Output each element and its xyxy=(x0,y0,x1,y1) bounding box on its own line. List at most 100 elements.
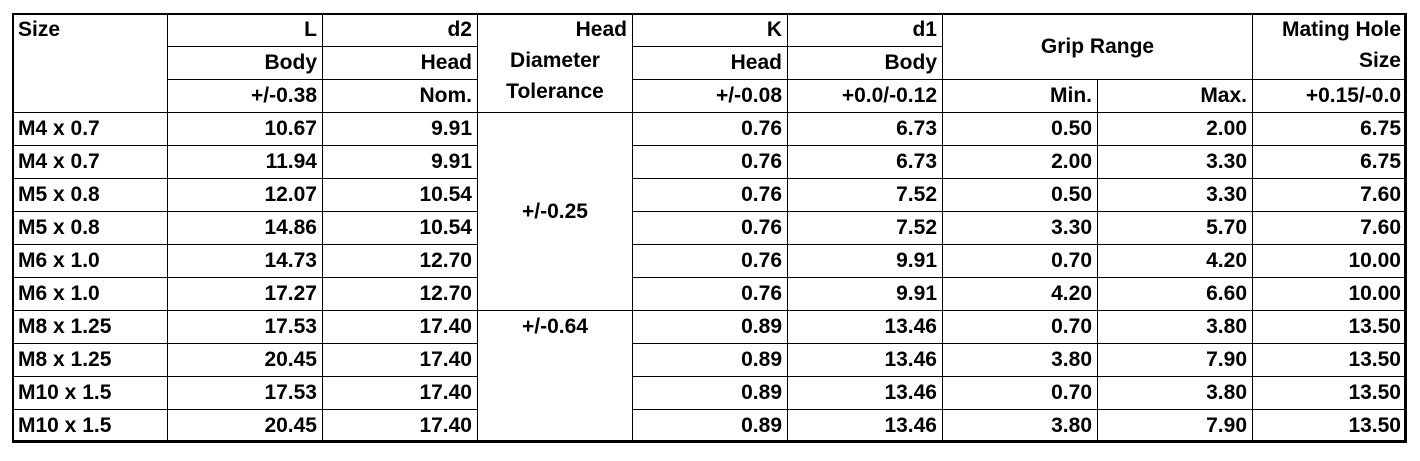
cell-mating-hole: 13.50 xyxy=(1252,310,1407,344)
header-grip-min: Min. xyxy=(942,79,1098,113)
cell-d1-body: 9.91 xyxy=(787,244,943,278)
cell-size: M4 x 0.7 xyxy=(12,145,168,179)
cell-head-diameter-tolerance: +/-0.25 xyxy=(477,112,633,311)
cell-head-diameter-tolerance: +/-0.64 xyxy=(477,310,633,443)
cell-mating-hole: 13.50 xyxy=(1252,376,1407,410)
table-row: M8 x 1.25 17.53 17.40 +/-0.64 0.89 13.46 0.70 3… xyxy=(12,310,1407,443)
cell-d2-head: 12.70 xyxy=(322,277,478,311)
cell-L-body: 17.27 xyxy=(167,277,323,311)
header-d1: d1 xyxy=(787,13,943,47)
table-row: M10 x 1.5 20.45 17.40 0.89 13.46 3.80 7.90 13.5… xyxy=(12,409,1407,443)
cell-grip-max: 3.30 xyxy=(1097,145,1253,179)
cell-d2-head: 10.54 xyxy=(322,178,478,212)
cell-L-body: 17.53 xyxy=(167,310,323,344)
cell-size: M8 x 1.25 xyxy=(12,310,168,344)
table-row: M4 x 0.7 10.67 9.91 +/-0.25 0.76 6.73 0.50 2.00… xyxy=(12,112,1407,311)
cell-size: M10 x 1.5 xyxy=(12,409,168,443)
header-d1-sub: Body xyxy=(787,46,943,80)
header-d2-tol: Nom. xyxy=(322,79,478,113)
cell-K-head: 0.89 xyxy=(632,409,788,443)
cell-K-head: 0.76 xyxy=(632,178,788,212)
cell-d1-body: 9.91 xyxy=(787,277,943,311)
cell-grip-min: 3.80 xyxy=(942,343,1098,377)
cell-d2-head: 17.40 xyxy=(322,409,478,443)
cell-mating-hole: 7.60 xyxy=(1252,211,1407,245)
cell-grip-max: 3.80 xyxy=(1097,310,1253,344)
header-d1-tol: +0.0/-0.12 xyxy=(787,79,943,113)
cell-K-head: 0.76 xyxy=(632,244,788,278)
cell-grip-max: 4.20 xyxy=(1097,244,1253,278)
cell-mating-hole: 10.00 xyxy=(1252,277,1407,311)
cell-d1-body: 13.46 xyxy=(787,409,943,443)
header-row-2: Body Head Head Body xyxy=(13,46,1407,80)
cell-grip-min: 3.30 xyxy=(942,211,1098,245)
header-mating-hole: Mating Hole Size xyxy=(1252,13,1407,80)
cell-K-head: 0.89 xyxy=(632,310,788,344)
table-row: M6 x 1.0 14.73 12.70 0.76 9.91 0.70 4.20 10.00 xyxy=(12,244,1407,278)
table-row: M4 x 0.7 11.94 9.91 0.76 6.73 2.00 3.30 6.75 xyxy=(12,145,1407,179)
header-size: Size xyxy=(12,13,168,113)
cell-grip-max: 3.30 xyxy=(1097,178,1253,212)
header-head-diameter-tolerance-line2: Diameter xyxy=(510,49,600,72)
cell-grip-min: 0.50 xyxy=(942,112,1098,146)
cell-mating-hole: 10.00 xyxy=(1252,244,1407,278)
cell-K-head: 0.76 xyxy=(632,211,788,245)
cell-grip-max: 7.90 xyxy=(1097,409,1253,443)
header-mating-hole-line1: Mating Hole xyxy=(1282,18,1401,41)
cell-grip-min: 4.20 xyxy=(942,277,1098,311)
header-head-diameter-tolerance: Head Diameter Tolerance xyxy=(477,13,633,113)
cell-L-body: 14.73 xyxy=(167,244,323,278)
header-head-diameter-tolerance-line3: Tolerance xyxy=(506,80,604,103)
cell-K-head: 0.89 xyxy=(632,376,788,410)
cell-K-head: 0.76 xyxy=(632,145,788,179)
cell-size: M5 x 0.8 xyxy=(12,211,168,245)
cell-size: M5 x 0.8 xyxy=(12,178,168,212)
header-head-diameter-tolerance-line1: Head xyxy=(575,18,627,41)
cell-grip-min: 3.80 xyxy=(942,409,1098,443)
cell-size: M4 x 0.7 xyxy=(12,112,168,146)
cell-d2-head: 10.54 xyxy=(322,211,478,245)
rivet-spec-table: Size L d2 Head Diameter Tolerance K d1 G… xyxy=(12,13,1407,443)
cell-grip-max: 3.80 xyxy=(1097,376,1253,410)
cell-grip-max: 6.60 xyxy=(1097,277,1253,311)
header-K-sub: Head xyxy=(632,46,788,80)
cell-L-body: 20.45 xyxy=(167,343,323,377)
cell-K-head: 0.76 xyxy=(632,112,788,146)
cell-grip-min: 2.00 xyxy=(942,145,1098,179)
cell-d1-body: 6.73 xyxy=(787,145,943,179)
cell-grip-max: 2.00 xyxy=(1097,112,1253,146)
header-d2: d2 xyxy=(322,13,478,47)
cell-grip-min: 0.50 xyxy=(942,178,1098,212)
header-d2-sub: Head xyxy=(322,46,478,80)
cell-d2-head: 17.40 xyxy=(322,343,478,377)
table-row: M6 x 1.0 17.27 12.70 0.76 9.91 4.20 6.60 10.00 xyxy=(12,277,1407,311)
cell-K-head: 0.76 xyxy=(632,277,788,311)
cell-mating-hole: 6.75 xyxy=(1252,112,1407,146)
table-row: M10 x 1.5 17.53 17.40 0.89 13.46 0.70 3.80 13.5… xyxy=(12,376,1407,410)
cell-d2-head: 9.91 xyxy=(322,145,478,179)
cell-grip-min: 0.70 xyxy=(942,376,1098,410)
cell-L-body: 10.67 xyxy=(167,112,323,146)
header-row-1: Size L d2 Head Diameter Tolerance K d1 G… xyxy=(12,13,1407,113)
cell-d1-body: 6.73 xyxy=(787,112,943,146)
cell-grip-max: 7.90 xyxy=(1097,343,1253,377)
cell-mating-hole: 13.50 xyxy=(1252,409,1407,443)
cell-d2-head: 9.91 xyxy=(322,112,478,146)
cell-d2-head: 17.40 xyxy=(322,310,478,344)
cell-L-body: 17.53 xyxy=(167,376,323,410)
cell-d1-body: 7.52 xyxy=(787,211,943,245)
header-L-sub: Body xyxy=(167,46,323,80)
cell-mating-hole: 6.75 xyxy=(1252,145,1407,179)
header-grip-max: Max. xyxy=(1097,79,1253,113)
header-K: K xyxy=(632,13,788,47)
header-mating-tol: +0.15/-0.0 xyxy=(1252,79,1407,113)
header-grip-range: Grip Range xyxy=(942,13,1253,80)
cell-mating-hole: 13.50 xyxy=(1252,343,1407,377)
cell-d2-head: 12.70 xyxy=(322,244,478,278)
header-K-tol: +/-0.08 xyxy=(632,79,788,113)
cell-d2-head: 17.40 xyxy=(322,376,478,410)
cell-d1-body: 13.46 xyxy=(787,310,943,344)
cell-L-body: 14.86 xyxy=(167,211,323,245)
cell-L-body: 11.94 xyxy=(167,145,323,179)
cell-L-body: 12.07 xyxy=(167,178,323,212)
